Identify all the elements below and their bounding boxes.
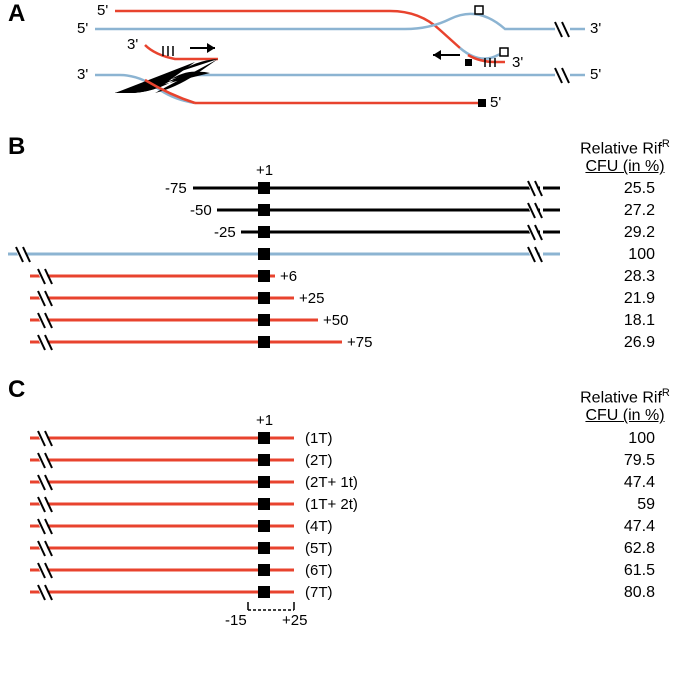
- val-b-3: 100: [605, 246, 655, 264]
- val-b-5: 21.9: [605, 290, 655, 308]
- label-5prime-botright: 5': [490, 94, 501, 111]
- val-c-1: 79.5: [605, 452, 655, 470]
- label-3prime-midright: 3': [512, 54, 523, 71]
- pos-b-7: +75: [347, 334, 372, 351]
- bracket-right: +25: [282, 612, 307, 629]
- val-c-4: 47.4: [605, 518, 655, 536]
- pos-b-4: +6: [280, 268, 297, 285]
- pos-b-0: -75: [165, 180, 187, 197]
- lab-c-5: (5T): [305, 540, 333, 557]
- panel-b-label: B: [8, 133, 25, 161]
- lab-c-3: (1T+ 2t): [305, 496, 358, 513]
- label-5prime-midright: 5': [590, 66, 601, 83]
- pos-b-5: +25: [299, 290, 324, 307]
- val-b-7: 26.9: [605, 334, 655, 352]
- val-b-4: 28.3: [605, 268, 655, 286]
- lab-c-1: (2T): [305, 452, 333, 469]
- val-b-2: 29.2: [605, 224, 655, 242]
- lab-c-6: (6T): [305, 562, 333, 579]
- pos-b-6: +50: [323, 312, 348, 329]
- label-5prime-mid: 5': [77, 20, 88, 37]
- val-b-0: 25.5: [605, 180, 655, 198]
- lab-c-7: (7T): [305, 584, 333, 601]
- lab-c-2: (2T+ 1t): [305, 474, 358, 491]
- pos-b-2: -25: [214, 224, 236, 241]
- lab-c-4: (4T): [305, 518, 333, 535]
- val-c-7: 80.8: [605, 584, 655, 602]
- panel-c-label: C: [8, 376, 25, 404]
- val-b-1: 27.2: [605, 202, 655, 220]
- val-c-3: 59: [605, 496, 655, 514]
- label-3prime-left: 3': [127, 36, 138, 53]
- lab-c-0: (1T): [305, 430, 333, 447]
- bracket-left: -15: [225, 612, 247, 629]
- val-c-5: 62.8: [605, 540, 655, 558]
- label-3prime-botleft: 3': [77, 66, 88, 83]
- pos-b-1: -50: [190, 202, 212, 219]
- panel-a-svg: [0, 0, 692, 130]
- val-c-6: 61.5: [605, 562, 655, 580]
- panel-c-svg: [0, 410, 692, 680]
- val-b-6: 18.1: [605, 312, 655, 330]
- panel-b-svg: [0, 160, 692, 390]
- val-c-0: 100: [605, 430, 655, 448]
- label-5prime-top: 5': [97, 2, 108, 19]
- val-c-2: 47.4: [605, 474, 655, 492]
- label-3prime-topright: 3': [590, 20, 601, 37]
